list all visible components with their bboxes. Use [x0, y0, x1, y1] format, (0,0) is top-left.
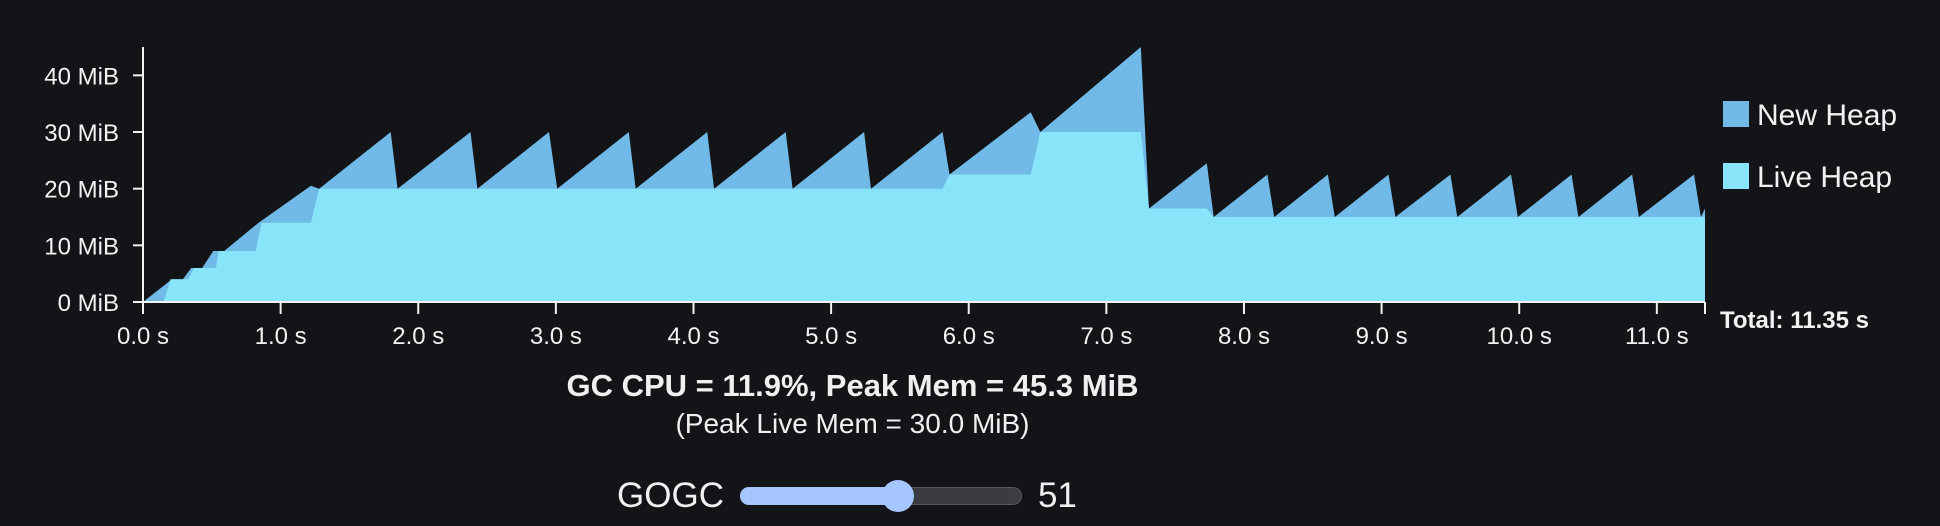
- live-heap-legend-swatch: [1723, 163, 1749, 189]
- gogc-slider-thumb[interactable]: [881, 480, 914, 512]
- new-heap-legend-swatch: [1723, 101, 1749, 127]
- x-tick-label: 7.0 s: [1080, 323, 1132, 350]
- gogc-control: GOGC 51: [0, 470, 1705, 522]
- gogc-value: 51: [1037, 476, 1077, 515]
- y-tick-label: 20 MiB: [44, 177, 119, 204]
- x-tick-label: 5.0 s: [805, 323, 857, 350]
- y-tick-label: 30 MiB: [44, 120, 119, 147]
- x-tick-label: 3.0 s: [530, 323, 582, 350]
- peak-live-summary: (Peak Live Mem = 30.0 MiB): [675, 408, 1030, 439]
- x-tick-label: 6.0 s: [943, 323, 995, 350]
- y-tick-label: 0 MiB: [58, 290, 119, 317]
- gogc-label: GOGC: [617, 476, 724, 515]
- x-tick-label: 0.0 s: [117, 323, 169, 350]
- x-tick-label: 11.0 s: [1625, 323, 1689, 350]
- chart-areas: [143, 47, 1705, 302]
- x-tick-label: 1.0 s: [255, 323, 307, 350]
- gogc-slider[interactable]: [739, 480, 1022, 512]
- live-heap-area: [143, 132, 1705, 302]
- gogc-slider-fill: [739, 487, 898, 505]
- gc-summary: GC CPU = 11.9%, Peak Mem = 45.3 MiB: [566, 368, 1139, 403]
- y-tick-label: 10 MiB: [44, 233, 119, 260]
- live-heap-legend-label: Live Heap: [1757, 161, 1892, 194]
- x-tick-label: 2.0 s: [392, 323, 444, 350]
- heap-chart: 0 MiB 10 MiB 20 MiB 30 MiB 40 MiB 0.0 s 1.0 s 2…: [44, 47, 1897, 350]
- x-tick-label: 8.0 s: [1218, 323, 1270, 350]
- x-tick-label: 10.0 s: [1487, 323, 1552, 350]
- total-time-label: Total: 11.35 s: [1720, 307, 1869, 334]
- x-tick-label: 9.0 s: [1356, 323, 1408, 350]
- y-tick-label: 40 MiB: [44, 63, 119, 90]
- new-heap-legend-label: New Heap: [1757, 99, 1897, 132]
- x-tick-label: 4.0 s: [667, 323, 719, 350]
- chart-axes: 0 MiB 10 MiB 20 MiB 30 MiB 40 MiB 0.0 s 1.0 s 2…: [44, 47, 1706, 350]
- chart-legend: New Heap Live Heap: [1723, 99, 1897, 194]
